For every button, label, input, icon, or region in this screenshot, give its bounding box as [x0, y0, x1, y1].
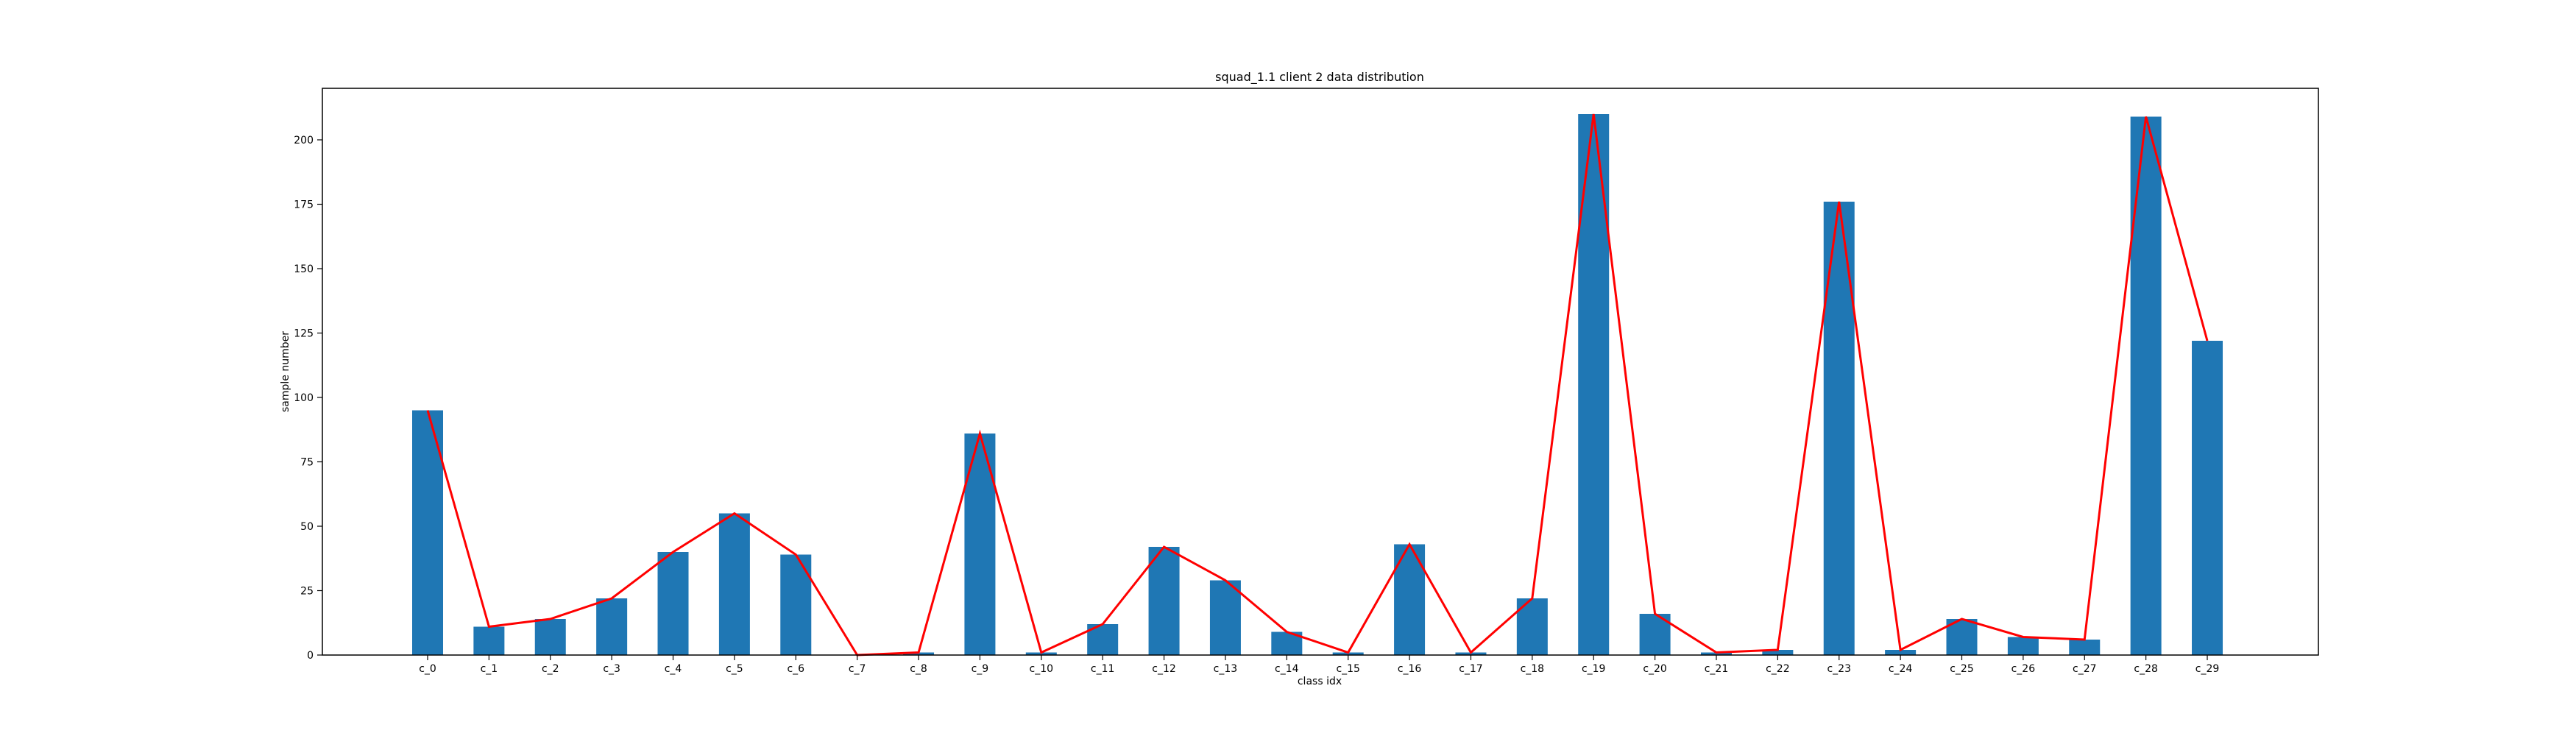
- y-tick-label: 100: [294, 392, 314, 404]
- x-tick-label: c_18: [1521, 663, 1545, 675]
- x-tick-label: c_15: [1336, 663, 1360, 675]
- x-tick-label: c_24: [1889, 663, 1913, 675]
- x-tick-label: c_11: [1091, 663, 1115, 675]
- bar-c_10: [1025, 652, 1057, 655]
- trend-line: [426, 113, 2209, 657]
- bar-c_22: [1762, 650, 1794, 655]
- bar-c_24: [1885, 650, 1917, 655]
- y-tick-label: 50: [300, 521, 314, 533]
- y-tick-label: 150: [294, 263, 314, 275]
- y-tick-label: 0: [307, 650, 314, 662]
- bar-c_2: [534, 619, 566, 655]
- bar-series: [412, 114, 2223, 655]
- y-axis-label: sample number: [280, 331, 291, 412]
- bar-c_1: [473, 626, 505, 655]
- x-tick-label: c_7: [849, 663, 866, 675]
- y-tick-label: 25: [300, 586, 314, 598]
- bar-c_4: [657, 552, 689, 655]
- bar-c_0: [412, 410, 443, 655]
- bar-c_16: [1394, 544, 1426, 655]
- x-tick-label: c_22: [1766, 663, 1790, 675]
- bar-c_13: [1209, 580, 1241, 655]
- x-tick-label: c_13: [1214, 663, 1238, 675]
- y-tick-label: 175: [294, 199, 314, 211]
- bar-c_28: [2130, 116, 2162, 655]
- x-tick-label: c_8: [910, 663, 927, 675]
- x-tick-label: c_6: [787, 663, 804, 675]
- y-tick-label: 200: [294, 135, 314, 146]
- x-axis-label: class idx: [1298, 676, 1342, 687]
- x-tick-label: c_10: [1030, 663, 1054, 675]
- x-tick-label: c_21: [1705, 663, 1729, 675]
- x-tick-label: c_27: [2073, 663, 2097, 675]
- x-tick-label: c_19: [1582, 663, 1606, 675]
- plot-area: c_0 c_1 c_2 c_3 c_4 c_5 c_6 c_7 c_8 c_9 c_10 c_11 c_…: [294, 88, 2319, 675]
- bar-c_6: [780, 554, 812, 655]
- plot-frame: [322, 88, 2319, 656]
- y-tick-label: 125: [294, 328, 314, 340]
- y-axis-ticks: 0 25 50 75 100 125 150 175 200: [294, 135, 322, 662]
- x-tick-label: c_3: [603, 663, 620, 675]
- x-tick-label: c_14: [1275, 663, 1299, 675]
- x-tick-label: c_5: [726, 663, 743, 675]
- x-tick-label: c_17: [1459, 663, 1483, 675]
- bar-c_21: [1700, 652, 1732, 655]
- x-tick-label: c_20: [1643, 663, 1667, 675]
- x-tick-label: c_2: [542, 663, 559, 675]
- bar-c_27: [2069, 640, 2101, 655]
- bar-c_9: [964, 434, 996, 655]
- x-tick-label: c_29: [2195, 663, 2220, 675]
- x-tick-label: c_26: [2011, 663, 2036, 675]
- chart-title: squad_1.1 client 2 data distribution: [1215, 70, 1424, 85]
- x-tick-label: c_0: [419, 663, 436, 675]
- x-tick-label: c_16: [1398, 663, 1422, 675]
- y-tick-label: 75: [300, 457, 314, 469]
- x-tick-label: c_12: [1152, 663, 1176, 675]
- bar-c_8: [903, 652, 935, 655]
- x-tick-label: c_9: [972, 663, 989, 675]
- bar-c_26: [2007, 637, 2039, 655]
- bar-c_23: [1823, 202, 1855, 655]
- bar-c_5: [718, 513, 750, 655]
- x-tick-label: c_4: [665, 663, 682, 675]
- bar-c_3: [596, 598, 628, 655]
- x-tick-label: c_28: [2134, 663, 2158, 675]
- bar-c_12: [1148, 547, 1180, 655]
- x-tick-label: c_23: [1827, 663, 1851, 675]
- bar-c_29: [2192, 341, 2223, 655]
- x-tick-label: c_1: [481, 663, 498, 675]
- x-axis-ticks: c_0 c_1 c_2 c_3 c_4 c_5 c_6 c_7 c_8 c_9 c_10 c_11 c_…: [419, 655, 2219, 675]
- x-tick-label: c_25: [1950, 663, 1974, 675]
- bar-c_15: [1332, 652, 1364, 655]
